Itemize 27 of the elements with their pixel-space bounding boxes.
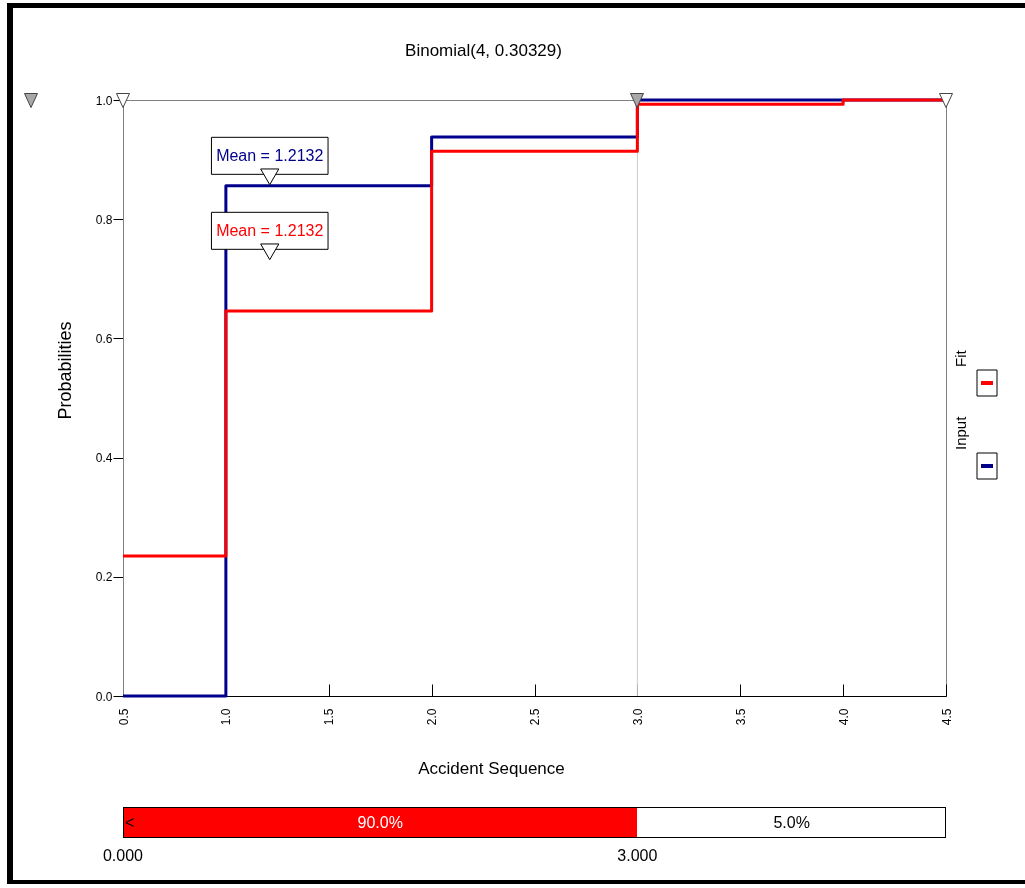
- text: 5.0%: [773, 813, 810, 832]
- x-tick-label: 1.0: [219, 708, 234, 726]
- y-tick-label: 0.2: [95, 570, 113, 585]
- annotation: Mean = 1.2132: [216, 221, 324, 239]
- annotation: Mean = 1.2132: [216, 146, 324, 164]
- x-tick-label: 0.5: [116, 708, 131, 726]
- x-tick-label: 4.0: [836, 708, 851, 726]
- text: Fit: [952, 349, 969, 367]
- x-tick-label: 2.0: [425, 708, 440, 726]
- x-axis-title: Accident Sequence: [418, 758, 565, 778]
- y-tick-label: 0.4: [95, 451, 113, 466]
- chart-title: Binomial(4, 0.30329): [405, 41, 562, 60]
- y-axis-title: Probabilities: [54, 321, 75, 420]
- y-tick-label: 0.0: [95, 689, 113, 704]
- x-tick-label: 3.5: [733, 708, 748, 726]
- y-tick-label: 0.8: [95, 212, 113, 227]
- x-tick-label: 1.5: [322, 708, 337, 726]
- y-tick-label: 0.6: [95, 331, 113, 346]
- text: Input: [952, 415, 969, 450]
- x-tick-label: 2.5: [528, 708, 542, 726]
- text: 90.0%: [357, 813, 403, 832]
- y-tick-label: 1.0: [95, 93, 113, 108]
- text: <: [125, 813, 135, 832]
- x-tick-label: 4.5: [939, 708, 954, 726]
- text: 3.000: [617, 847, 658, 865]
- text: 0.000: [102, 847, 144, 865]
- x-tick-label: 3.0: [630, 708, 645, 726]
